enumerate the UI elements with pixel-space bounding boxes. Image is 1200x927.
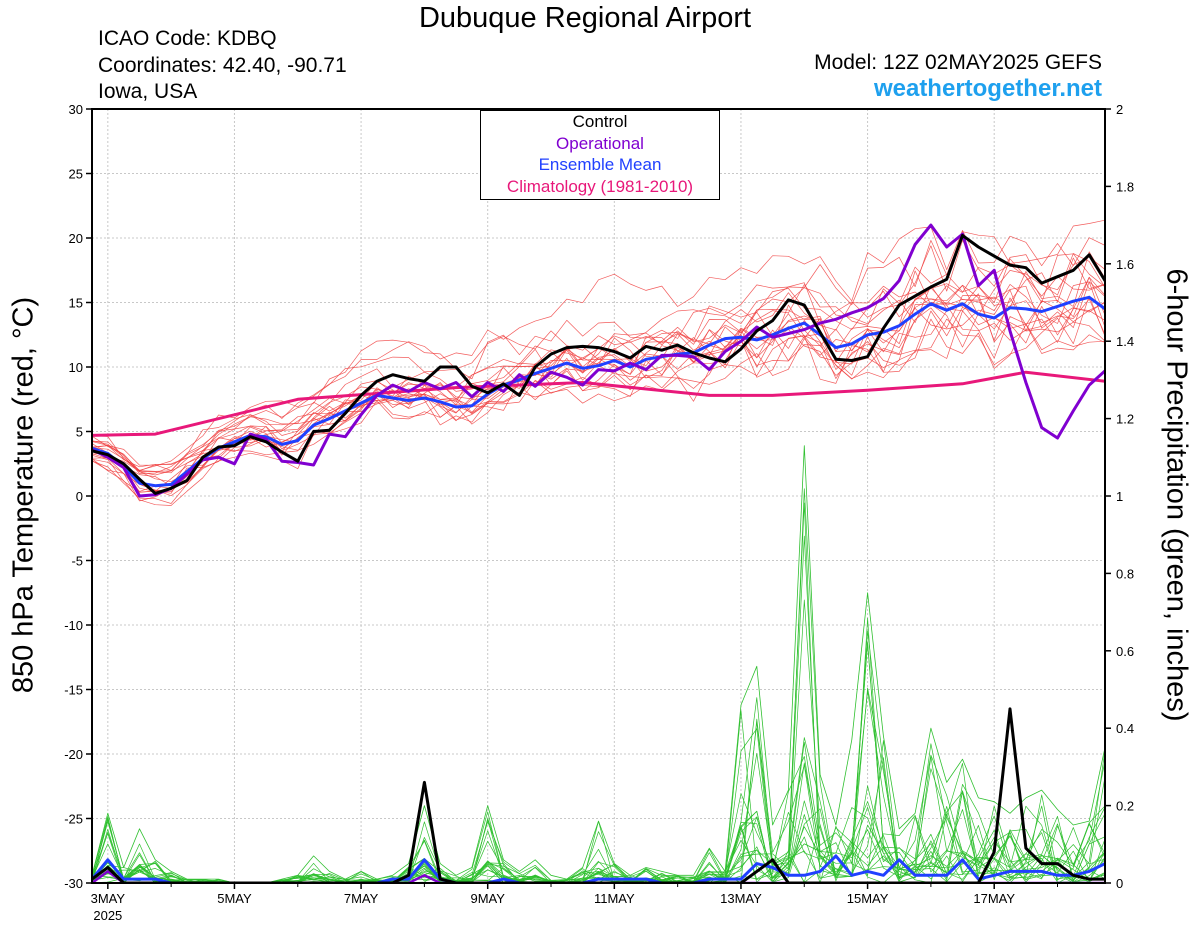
y-tick-label-right: 1.2 <box>1116 412 1134 427</box>
precip-member-line <box>92 599 1105 883</box>
y-tick-label-right: 0.6 <box>1116 644 1134 659</box>
y-tick-label-left: 0 <box>76 489 83 504</box>
y-tick-label-right: 1.8 <box>1116 179 1134 194</box>
precip-member-line <box>92 718 1105 883</box>
y-tick-label-right: 0 <box>1116 876 1123 891</box>
temp-member-line <box>92 281 1105 472</box>
y-tick-label-left: -20 <box>64 747 83 762</box>
y-tick-label-left: -15 <box>64 683 83 698</box>
plot-frame <box>91 108 1106 884</box>
operational-temp-line <box>92 223 1105 498</box>
precip-member-line <box>92 630 1105 883</box>
y-tick-label-right: 1 <box>1116 489 1123 504</box>
legend-ensemble-mean: Ensemble Mean <box>538 155 662 174</box>
temp-member-line <box>92 219 1105 471</box>
y-tick-label-right: 1.6 <box>1116 257 1134 272</box>
precip-member-line <box>92 756 1105 883</box>
precip-member-line <box>92 642 1105 883</box>
temp-member-line <box>92 303 1105 487</box>
region: Iowa, USA <box>98 80 198 103</box>
precip-member-line <box>92 811 1105 883</box>
legend: Control Operational Ensemble Mean Climat… <box>480 110 720 200</box>
y-tick-label-left: 5 <box>76 425 83 440</box>
precip-member-line <box>92 794 1105 883</box>
control-temp-line <box>92 233 1105 495</box>
temp-member-line <box>92 253 1105 493</box>
x-tick-label: 9MAY <box>470 891 505 906</box>
y-tick-label-left: 15 <box>69 296 83 311</box>
y-axis-label-right: 6-hour Precipitation (green, inches) <box>1160 268 1193 722</box>
x-tick-label: 11MAY <box>594 891 635 906</box>
precip-member-line <box>92 710 1105 883</box>
precip-member-line <box>92 488 1105 883</box>
ensemble-mean-precip-line <box>92 854 1105 883</box>
y-tick-label-left: -10 <box>64 618 83 633</box>
y-tick-label-right: 0.4 <box>1116 721 1134 736</box>
y-tick-label-left: 25 <box>69 167 83 182</box>
y-tick-label-left: 30 <box>69 102 83 117</box>
temp-member-line <box>92 310 1105 492</box>
coordinates: Coordinates: 42.40, -90.71 <box>98 54 347 77</box>
x-tick-label: 15MAY <box>847 891 889 906</box>
y-tick-label-left: -5 <box>71 554 83 569</box>
legend-operational: Operational <box>556 133 644 153</box>
temp-member-line <box>92 256 1105 468</box>
y-tick-label-right: 2 <box>1116 102 1123 117</box>
y-tick-label-left: -25 <box>64 812 83 827</box>
x-tick-label: 13MAY <box>720 891 762 906</box>
precip-member-line <box>92 743 1105 883</box>
temp-member-line <box>92 264 1105 492</box>
y-axis-label-left: 850 hPa Temperature (red, °C) <box>7 296 40 694</box>
model-run: Model: 12Z 02MAY2025 GEFS <box>814 51 1102 74</box>
y-tick-label-right: 1.4 <box>1116 334 1134 349</box>
climatology-line <box>92 370 1105 437</box>
x-tick-label: 7MAY <box>344 891 379 906</box>
precip-member-max-line <box>92 445 1105 883</box>
site-link[interactable]: weathertogether.net <box>873 75 1102 102</box>
precip-member-line <box>92 687 1105 883</box>
temp-member-line <box>92 239 1105 497</box>
icao-code: ICAO Code: KDBQ <box>98 27 277 50</box>
x-tick-sublabel: 2025 <box>93 908 122 923</box>
temp-member-line <box>92 257 1105 491</box>
legend-climatology: Climatology (1981-2010) <box>506 176 694 196</box>
precip-member-line <box>92 690 1105 883</box>
y-tick-label-left: 20 <box>69 231 83 246</box>
y-tick-label-left: -30 <box>64 876 83 891</box>
precip-member-line <box>92 756 1105 883</box>
chart-title: Dubuque Regional Airport <box>418 2 752 34</box>
x-tick-label: 17MAY <box>973 891 1015 906</box>
y-tick-label-right: 0.8 <box>1116 566 1134 581</box>
plot-series <box>92 219 1105 883</box>
y-tick-label-right: 0.2 <box>1116 799 1134 814</box>
x-tick-label: 3MAY <box>91 891 126 906</box>
precip-member-line <box>92 822 1105 883</box>
y-tick-label-left: 10 <box>69 360 83 375</box>
legend-control: Control <box>572 112 628 131</box>
x-tick-label: 5MAY <box>217 891 252 906</box>
temp-member-line <box>92 251 1105 506</box>
precip-member-line <box>92 728 1105 883</box>
